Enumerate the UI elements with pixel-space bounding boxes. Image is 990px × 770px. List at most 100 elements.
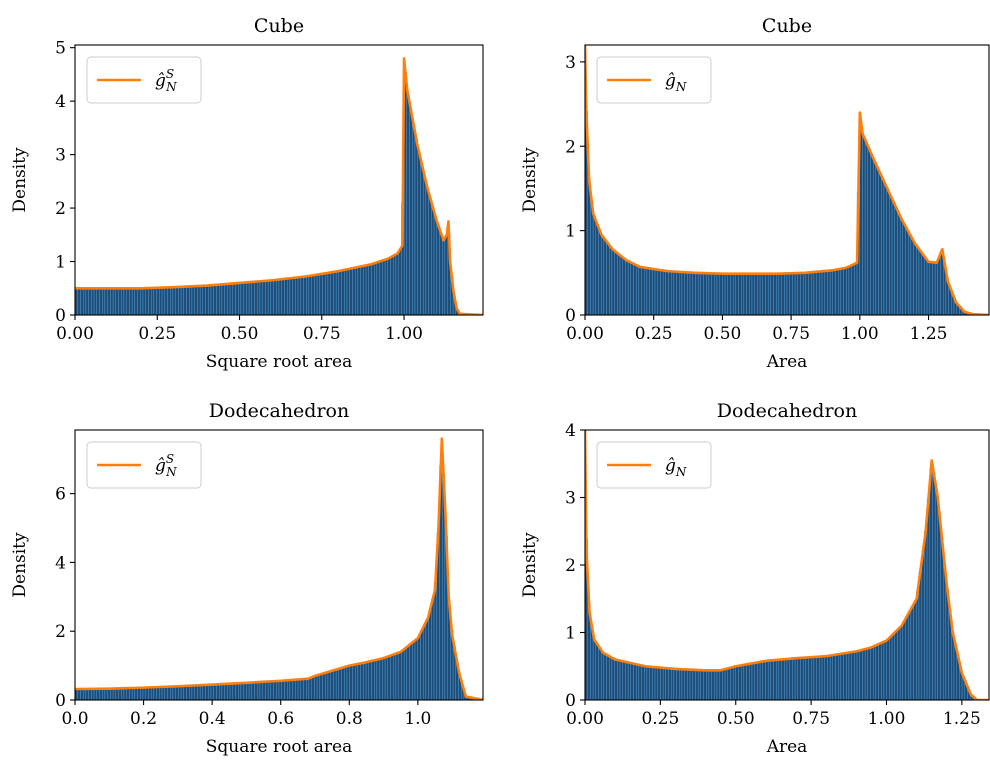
histogram-bar (856, 650, 860, 700)
histogram-bar (891, 633, 895, 700)
histogram-bar (382, 259, 386, 315)
panel-4: 0.00 0.25 0.50 0.75 1.00 1.25 0 1 2 3 4 Dodecahedro… (520, 400, 990, 757)
histogram-bar (365, 661, 369, 700)
histogram-bar (644, 267, 648, 315)
y-tick-label: 4 (565, 421, 576, 441)
histogram-bar (765, 273, 769, 315)
histogram-bar (145, 287, 149, 315)
histogram-bar (706, 670, 710, 700)
histogram-bar (824, 270, 828, 315)
histogram-bar (921, 254, 925, 315)
histogram-bar (738, 273, 742, 315)
histogram-bar (126, 288, 130, 315)
histogram-bar (592, 216, 596, 315)
histogram-bar (335, 271, 340, 315)
histogram-bar (170, 287, 174, 315)
histogram-bar (638, 266, 642, 315)
histogram-bar (398, 249, 402, 315)
histogram-bar (420, 163, 424, 315)
density-line (75, 437, 483, 700)
histogram-bars (75, 464, 483, 700)
histogram-bar (227, 683, 231, 700)
y-tick-label: 0 (565, 306, 576, 326)
y-tick-label: 6 (55, 485, 66, 505)
histogram-bar (832, 269, 836, 315)
histogram-bar (341, 667, 345, 700)
histogram-bar (765, 660, 769, 700)
x-axis-label: Square root area (206, 737, 353, 757)
histogram-bar (926, 261, 930, 315)
histogram-bar (292, 277, 296, 315)
histogram-bar (357, 663, 361, 700)
histogram-bar (622, 258, 626, 315)
histogram-bar (867, 148, 871, 315)
histogram-bar (156, 287, 160, 315)
legend-label: ĝS N (155, 67, 177, 94)
histogram-bar (735, 665, 739, 700)
histogram-bar (259, 280, 263, 315)
histogram-bar (319, 673, 323, 700)
histogram-bar (630, 663, 634, 700)
histogram-bar (829, 655, 833, 700)
histogram-bar (346, 665, 350, 700)
histogram-bar (376, 659, 380, 700)
histogram-bar (134, 687, 138, 700)
y-axis-label: Density (520, 532, 540, 598)
histogram-bar (617, 660, 621, 700)
histogram-bar (687, 669, 691, 700)
histogram-bar (741, 273, 745, 315)
histogram-bar (598, 647, 602, 700)
histogram-bar (319, 273, 323, 315)
x-tick-label: 0.6 (267, 709, 294, 729)
histogram-bar (934, 489, 939, 700)
histogram-bar (232, 283, 236, 315)
histogram-bar (240, 682, 244, 700)
histogram-bar (156, 686, 160, 700)
histogram-bar (590, 201, 594, 315)
histogram-bar (714, 273, 718, 315)
histogram-bar (205, 684, 209, 700)
histogram-bar (816, 271, 820, 315)
histogram-bar (835, 269, 839, 315)
histogram-bar (732, 273, 737, 315)
histogram-bar (161, 287, 165, 315)
histogram-bar (762, 660, 766, 700)
histogram-bar (235, 683, 239, 700)
histogram-bar (587, 177, 591, 315)
histogram-bar (148, 687, 152, 700)
histogram-bar (281, 680, 285, 700)
histogram-bar (82, 688, 87, 700)
y-axis-label: Density (10, 532, 30, 598)
histogram-bar (344, 269, 348, 315)
histogram-bar (886, 638, 890, 700)
histogram-bar (395, 253, 399, 315)
histogram-bar (665, 270, 669, 315)
histogram-bar (910, 606, 914, 700)
histogram-bar (197, 685, 201, 700)
histogram-bar (420, 630, 424, 700)
legend-label: ĝN (665, 456, 687, 479)
histogram-bar (757, 661, 761, 700)
histogram-bar (338, 270, 342, 315)
histogram-bar (118, 288, 122, 315)
histogram-bar (722, 273, 726, 315)
x-tick-label: 0.50 (221, 324, 259, 344)
histogram-bar (360, 265, 364, 315)
histogram-bar (93, 688, 97, 700)
histogram-bar (743, 664, 747, 700)
y-tick-label: 0 (55, 306, 66, 326)
histogram-bar (150, 687, 155, 700)
density-line (585, 430, 989, 700)
histogram-bar (387, 257, 391, 315)
histogram-bar (646, 666, 650, 700)
histogram-bar (730, 273, 734, 315)
histogram-bar (270, 681, 274, 700)
histogram-bar (379, 260, 383, 315)
histogram-bar (218, 683, 223, 700)
x-tick-label: 1.00 (868, 709, 906, 729)
histogram-bar (365, 264, 369, 315)
histogram-bar (781, 273, 785, 315)
histogram-bar (899, 218, 903, 315)
histogram-bar (273, 680, 277, 700)
histogram-bar (784, 273, 788, 315)
